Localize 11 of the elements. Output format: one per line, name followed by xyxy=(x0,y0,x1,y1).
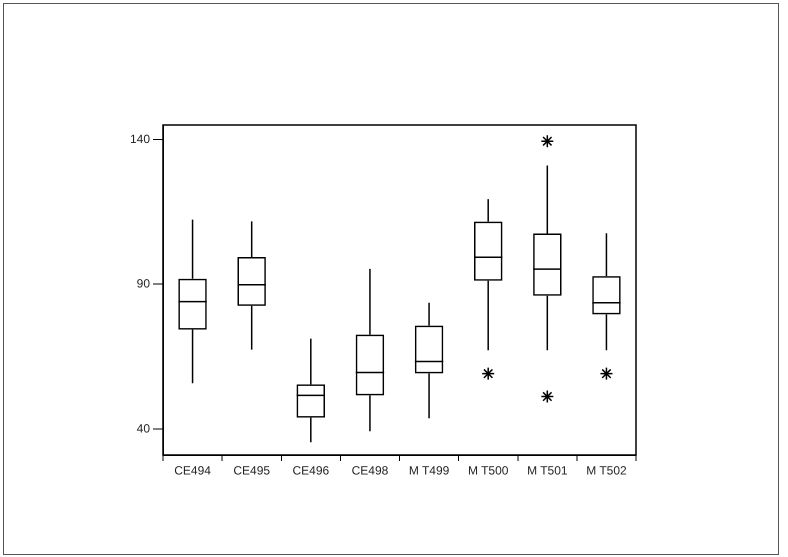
x-tick-label: CE495 xyxy=(233,464,270,478)
x-tick-label: M T501 xyxy=(527,464,568,478)
y-tick-label: 40 xyxy=(136,421,150,436)
x-tick-label: CE494 xyxy=(174,464,212,478)
y-tick-label: 140 xyxy=(130,132,150,146)
x-tick-label: M T502 xyxy=(586,464,627,478)
x-tick-label: M T499 xyxy=(408,464,450,478)
y-tick-label: 90 xyxy=(136,276,150,291)
x-tick-label: M T500 xyxy=(468,464,509,478)
x-tick-label: CE496 xyxy=(292,464,330,478)
x-tick-label: CE498 xyxy=(352,464,389,478)
